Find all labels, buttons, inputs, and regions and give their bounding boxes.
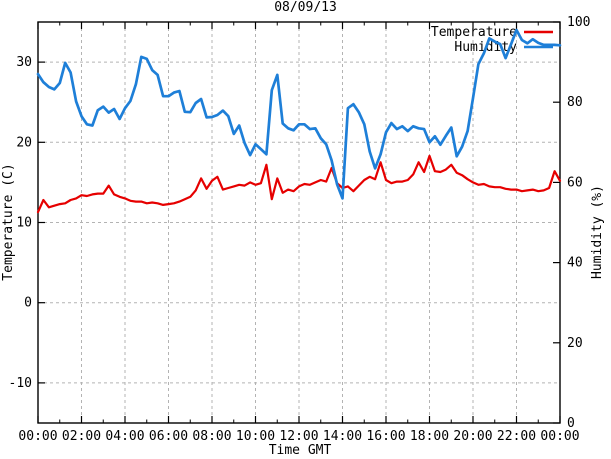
y-left-tick-label: -10 <box>9 376 32 391</box>
x-tick-label: 18:00 <box>410 429 449 444</box>
y-right-tick-label: 40 <box>567 256 583 271</box>
x-tick-label: 00:00 <box>18 429 57 444</box>
y-left-axis-label: Temperature (C) <box>1 163 16 281</box>
y-left-tick-label: 30 <box>16 55 32 70</box>
temperature-series-line <box>36 154 562 214</box>
y-right-axis-label: Humidity (%) <box>590 185 605 279</box>
y-right-tick-label: 100 <box>567 15 590 30</box>
chart-title: 08/09/13 <box>274 0 337 15</box>
y-right-tick-label: 80 <box>567 95 583 110</box>
x-tick-label: 14:00 <box>323 429 362 444</box>
y-left-tick-label: 10 <box>16 216 32 231</box>
x-tick-label: 04:00 <box>105 429 144 444</box>
x-tick-label: 22:00 <box>497 429 536 444</box>
x-tick-label: 06:00 <box>149 429 188 444</box>
y-left-tick-label: 0 <box>24 296 32 311</box>
x-axis-label: Time GMT <box>268 443 332 458</box>
legend-label-temperature: Temperature <box>431 25 517 40</box>
x-tick-label: 20:00 <box>453 429 492 444</box>
x-tick-label: 08:00 <box>192 429 231 444</box>
x-tick-label: 12:00 <box>279 429 318 444</box>
x-tick-label: 02:00 <box>62 429 101 444</box>
humidity-series-line <box>36 28 562 200</box>
x-tick-label: 16:00 <box>366 429 405 444</box>
y-right-tick-label: 60 <box>567 175 583 190</box>
y-left-tick-label: 20 <box>16 135 32 150</box>
y-right-tick-label: 0 <box>567 416 575 431</box>
y-right-tick-label: 20 <box>567 336 583 351</box>
x-tick-label: 10:00 <box>236 429 275 444</box>
x-tick-label: 00:00 <box>540 429 579 444</box>
